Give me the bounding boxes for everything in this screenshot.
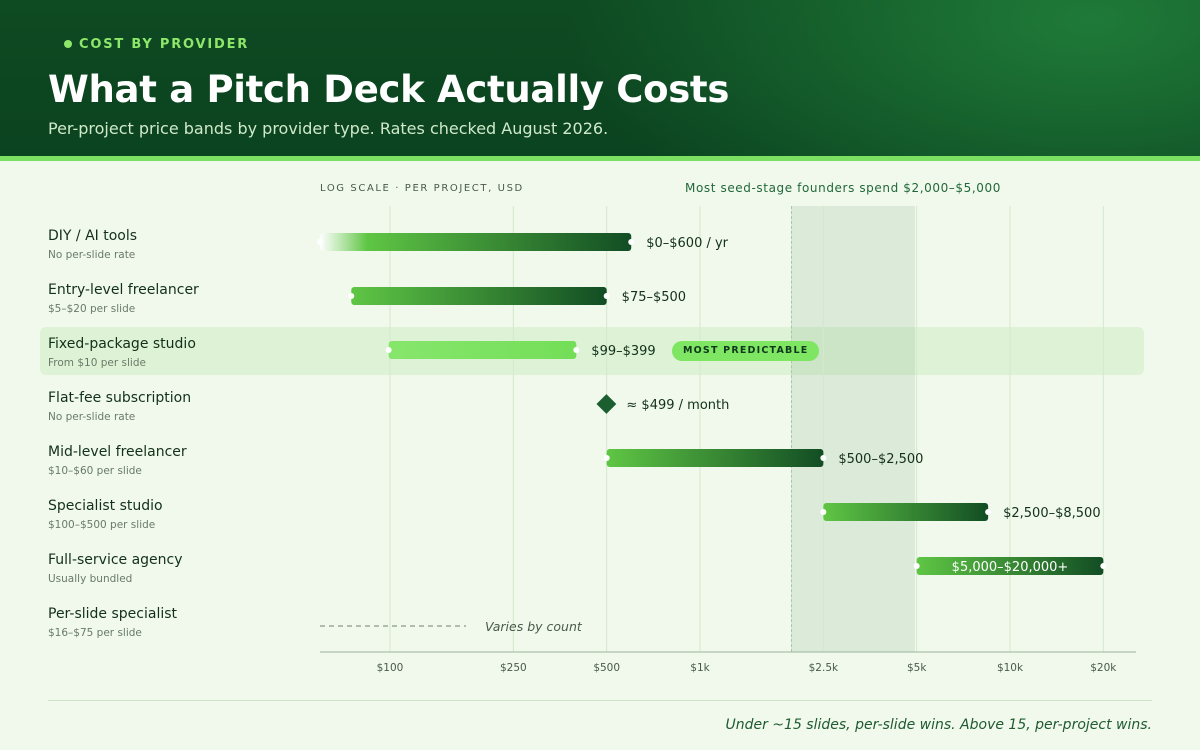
row-name: DIY / AI tools [48,228,138,244]
row-name: Flat-fee subscription [48,390,192,406]
range-label: $5,000–$20,000+ [952,560,1069,575]
header-accent-bar [0,156,1200,161]
tick-label-1: $250 [500,662,527,674]
bar-end-cap [628,239,635,245]
bar-end-cap [1100,563,1107,569]
row-subtitle: $5–$20 per slide [48,303,136,315]
varies-label: Varies by count [485,619,583,634]
tick-label-4: $2.5k [809,662,839,674]
page-subtitle: Per-project price bands by provider type… [48,119,609,138]
range-bar [823,503,989,521]
tick-label-2: $500 [593,662,620,674]
row-subtitle: $16–$75 per slide [48,627,142,639]
range-bar [916,557,1104,575]
bar-start-cap [603,455,610,461]
bar-end-cap [603,293,610,299]
row-subtitle: Usually bundled [48,573,133,585]
row-name: Full-service agency [48,552,183,568]
bar-start-cap [385,347,392,353]
header: COST BY PROVIDER What a Pitch Deck Actua… [0,0,1200,156]
bar-start-cap [913,563,920,569]
range-bar [320,233,632,251]
kicker-dot-icon [64,40,72,48]
axis-scale-note: LOG SCALE · PER PROJECT, USD [320,183,524,194]
price-point-diamond [596,394,617,414]
kicker: COST BY PROVIDER [79,37,250,52]
row-name: Fixed-package studio [48,336,196,352]
bar-start-cap [317,239,323,245]
page-title: What a Pitch Deck Actually Costs [48,68,730,111]
footer-divider [48,700,1152,701]
range-label: $2,500–$8,500 [1003,506,1100,521]
range-label: $0–$600 / yr [646,236,728,251]
founder-spend-shaded-range [791,206,915,652]
tick-label-6: $10k [997,662,1024,674]
footer-note: Under ~15 slides, per-slide wins. Above … [725,717,1152,733]
bar-end-cap [573,347,580,353]
range-bar [388,341,577,359]
range-label: $75–$500 [622,290,686,305]
price-point-label: ≈ $499 / month [626,398,729,413]
range-label: $99–$399 [591,344,655,359]
range-bar [606,449,824,467]
bar-end-cap [820,455,827,461]
bar-end-cap [985,509,992,515]
range-bar [351,287,607,305]
bar-start-cap [820,509,827,515]
row-name: Entry-level freelancer [48,282,199,298]
tick-label-3: $1k [690,662,710,674]
row-subtitle: $100–$500 per slide [48,519,156,531]
tick-label-7: $20k [1090,662,1117,674]
row-name: Per-slide specialist [48,606,178,622]
row-subtitle: From $10 per slide [48,357,146,369]
row-name: Specialist studio [48,498,163,514]
founder-spend-note: Most seed-stage founders spend $2,000–$5… [685,181,1001,195]
row-subtitle: $10–$60 per slide [48,465,142,477]
range-label: $500–$2,500 [838,452,923,467]
row-name: Mid-level freelancer [48,444,187,460]
tick-label-5: $5k [907,662,927,674]
tick-label-0: $100 [377,662,404,674]
highlight-row-background [40,327,1144,375]
row-subtitle: No per-slide rate [48,249,136,261]
most-predictable-badge: MOST PREDICTABLE [672,341,820,361]
row-subtitle: No per-slide rate [48,411,136,423]
bar-start-cap [348,293,355,299]
